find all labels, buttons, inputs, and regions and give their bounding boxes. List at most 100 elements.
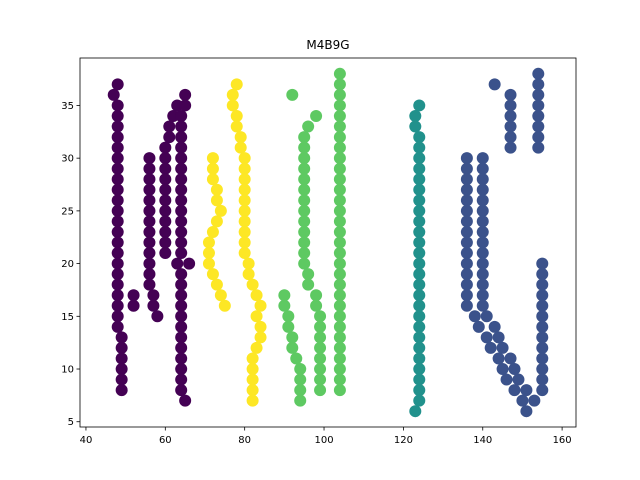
data-point [314,331,327,344]
data-point [278,289,291,302]
data-point [175,215,188,228]
data-point [210,215,223,228]
data-point [314,320,327,333]
data-point [476,247,489,260]
data-point [111,120,124,133]
x-tick-label: 40 [80,435,93,446]
data-point [246,384,259,397]
data-point [159,215,172,228]
data-point [175,341,188,354]
data-point [246,394,259,407]
data-point [508,363,521,376]
data-point [111,257,124,270]
data-point [536,384,549,397]
data-point [246,278,259,291]
data-point [413,152,426,165]
data-point [333,289,346,302]
data-point [175,320,188,333]
points-layer [107,67,549,418]
data-point [413,162,426,175]
data-point [333,162,346,175]
data-point [111,99,124,112]
data-point [333,120,346,133]
data-point [536,289,549,302]
data-point [532,99,545,112]
data-point [460,236,473,249]
data-point [536,310,549,323]
data-point [286,331,299,344]
data-point [111,278,124,291]
data-point [282,310,295,323]
data-point [206,152,219,165]
data-point [504,131,517,144]
data-point [290,352,303,365]
data-point [202,247,215,260]
data-point [413,236,426,249]
data-point [413,352,426,365]
data-point [175,141,188,154]
data-point [460,194,473,207]
data-point [143,278,156,291]
data-point [226,88,239,101]
data-point [508,384,521,397]
data-point [413,215,426,228]
data-point [310,109,323,122]
data-point [111,310,124,323]
data-point [143,247,156,260]
data-point [111,141,124,154]
data-point [230,109,243,122]
data-point [520,384,533,397]
data-point [111,194,124,207]
data-point [536,299,549,312]
data-point [298,141,311,154]
data-point [179,394,192,407]
data-point [333,363,346,376]
data-point [333,257,346,270]
data-point [333,384,346,397]
data-point [333,215,346,228]
data-point [504,141,517,154]
data-point [460,247,473,260]
data-point [175,109,188,122]
data-point [468,310,481,323]
data-point [504,109,517,122]
data-point [159,162,172,175]
data-point [333,352,346,365]
data-point [238,173,251,186]
data-point [111,225,124,238]
data-point [314,373,327,386]
data-point [532,109,545,122]
y-tick-label: 15 [61,312,74,323]
data-point [175,289,188,302]
data-point [476,183,489,196]
data-point [210,183,223,196]
data-point [111,320,124,333]
data-point [333,299,346,312]
data-point [254,299,267,312]
data-point [143,183,156,196]
data-point [532,141,545,154]
x-tick-label: 100 [314,435,333,446]
data-point [460,225,473,238]
x-tick-label: 120 [394,435,413,446]
data-point [413,173,426,186]
data-point [175,310,188,323]
data-point [246,363,259,376]
data-point [115,352,128,365]
data-point [254,320,267,333]
data-point [536,352,549,365]
data-point [175,331,188,344]
data-point [413,247,426,260]
data-point [175,152,188,165]
data-point [536,363,549,376]
y-axis: 5 10 15 20 25 30 35 [61,101,80,428]
data-point [333,320,346,333]
data-point [298,215,311,228]
data-point [143,215,156,228]
data-point [413,331,426,344]
data-point [234,131,247,144]
data-point [238,236,251,249]
data-point [413,183,426,196]
data-point [302,278,315,291]
data-point [314,310,327,323]
